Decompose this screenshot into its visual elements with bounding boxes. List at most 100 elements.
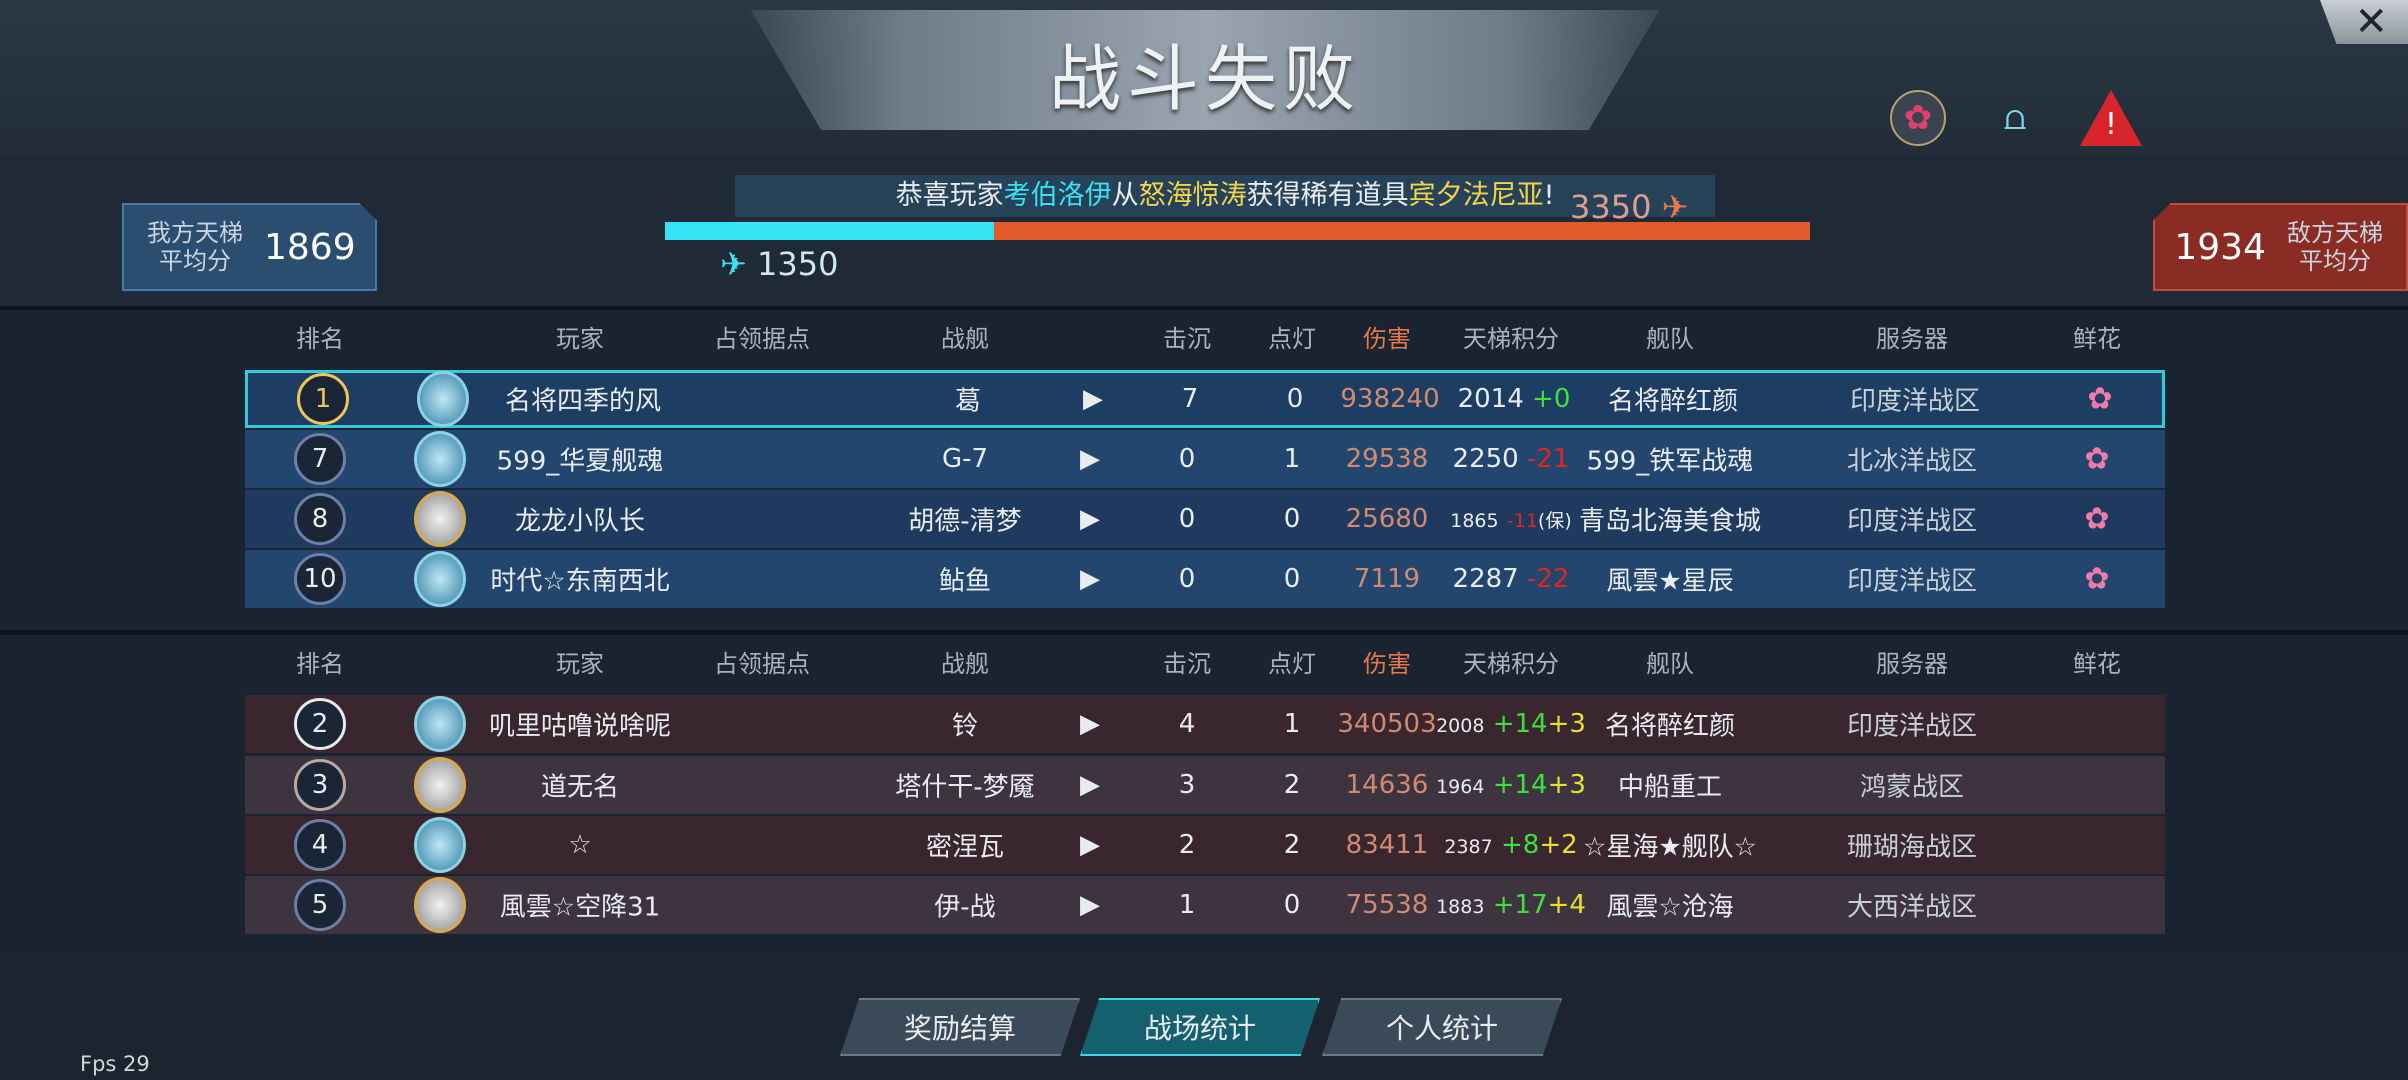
column-header-spots: 点灯 — [1268, 650, 1316, 678]
our-score: ✈ 1350 — [720, 245, 838, 283]
ladder-delta: +0 — [1532, 384, 1571, 414]
spots-value: 0 — [1283, 504, 1301, 534]
enemy-score-value: 3350 — [1570, 188, 1652, 226]
server-name: 鸿蒙战区 — [1859, 772, 1965, 803]
server-name: 印度洋战区 — [1846, 711, 1978, 742]
spots-value: 1 — [1283, 709, 1301, 739]
avatar — [417, 371, 469, 427]
table-row[interactable]: 1 名将四季的风 葛 ▶ 7 0 938240 2014 +0 名将醉红颜 印度洋战区 ✿ — [245, 370, 2165, 428]
column-header-ladder: 天梯积分 — [1463, 325, 1559, 353]
ship-name: G-7 — [941, 444, 989, 474]
our-avg-value: 1869 — [264, 226, 356, 268]
column-header-sinks: 击沉 — [1163, 325, 1211, 353]
tab-personal-stats[interactable]: 个人统计 — [1322, 998, 1562, 1056]
spots-value: 2 — [1283, 770, 1301, 800]
ladder-value: 2387 — [1444, 836, 1493, 858]
rank-badge: 4 — [294, 819, 346, 871]
column-header-ship: 战舰 — [941, 325, 989, 353]
score-compare-bar — [550, 190, 1870, 290]
rank-badge: 8 — [294, 493, 346, 545]
table-row[interactable]: 7 599_华夏舰魂 G-7 ▶ 0 1 29538 2250 -21 599_铁军战魂 北冰洋战… — [245, 430, 2165, 488]
table-row[interactable]: 4 ☆ 密涅瓦 ▶ 2 2 83411 2387 +8+2 ☆星海★舰队☆ 珊瑚海战区 — [245, 816, 2165, 874]
table-row[interactable]: 2 叽里咕噜说啥呢 铃 ▶ 4 1 340503 2008 +14+3 名将醉红颜 印度洋战区 — [245, 695, 2165, 753]
ladder-score: 2250 -21 — [1453, 444, 1570, 474]
banner-text: 恭喜玩家 — [895, 180, 1004, 211]
server-name: 珊瑚海战区 — [1846, 832, 1978, 863]
page-title: 战斗失败 — [1048, 37, 1361, 121]
rose-icon[interactable]: ✿ — [2087, 381, 2113, 417]
column-header-damage: 伤害 — [1363, 650, 1411, 678]
ladder-delta: -21 — [1526, 444, 1570, 474]
avatar — [414, 431, 466, 487]
sinks-value: 0 — [1178, 444, 1196, 474]
fleet-name: 599_铁军战魂 — [1586, 446, 1754, 477]
plane-icon: ✈ — [720, 245, 757, 283]
damage-value: 938240 — [1340, 384, 1440, 414]
ladder-value: 2014 — [1457, 384, 1524, 414]
ship-name: 葛 — [954, 386, 982, 417]
ladder-bonus: (保) — [1537, 510, 1572, 532]
column-header-server: 服务器 — [1876, 650, 1948, 678]
enemy-team-table: 2 叽里咕噜说啥呢铃 ▶ 4 1 340503 2008 +14+3 名将醉红颜 印度洋战区 3 道… — [0, 695, 2408, 955]
table-row[interactable]: 8 龙龙小队长 胡德-清梦 ▶ 0 0 25680 1865 -11(保) 青岛北海美食城 印度洋… — [245, 490, 2165, 548]
ship-type-icon: ▶ — [1080, 444, 1100, 474]
close-button[interactable]: ✕ — [2320, 0, 2408, 44]
our-team-header: 排名 玩家 占领据点 战舰 击沉 点灯 伤害 天梯积分 舰队 服务器 鲜花 — [0, 305, 2408, 361]
player-name: 風雲☆空降31 — [499, 892, 661, 923]
ladder-bonus: +3 — [1547, 709, 1586, 739]
flip-flops-icon[interactable]: ⩍ — [2003, 98, 2027, 138]
server-name: 印度洋战区 — [1849, 386, 1981, 417]
player-name: 599_华夏舰魂 — [496, 446, 664, 477]
enemy-avg-value: 1934 — [2174, 226, 2266, 268]
enemy-score-fill — [994, 222, 1810, 240]
damage-value: 25680 — [1345, 504, 1429, 534]
server-name: 北冰洋战区 — [1846, 446, 1978, 477]
announcement-banner: 恭喜玩家考伯洛伊从怒海惊涛获得稀有道具宾夕法尼亚! — [735, 175, 1715, 217]
banner-text: 从 — [1111, 180, 1139, 211]
ladder-delta: +14 — [1492, 770, 1548, 800]
column-header-spots: 点灯 — [1268, 325, 1316, 353]
rose-icon[interactable]: ✿ — [2084, 441, 2110, 477]
ship-name: 胡德-清梦 — [908, 506, 1022, 537]
ship-type-icon: ▶ — [1080, 709, 1100, 739]
sinks-value: 0 — [1178, 564, 1196, 594]
player-name: 时代☆东南西北 — [490, 566, 670, 597]
ladder-value: 1865 — [1450, 510, 1499, 532]
spots-value: 2 — [1283, 830, 1301, 860]
fleet-name: 中船重工 — [1617, 772, 1723, 803]
banner-player: 考伯洛伊 — [1003, 180, 1112, 211]
tab-label: 战场统计 — [1143, 1012, 1256, 1045]
tab-label: 奖励结算 — [903, 1012, 1016, 1045]
ladder-value: 2008 — [1436, 715, 1485, 737]
column-header-capture: 占领据点 — [714, 325, 810, 353]
ladder-delta: +14 — [1492, 709, 1548, 739]
column-header-fleet: 舰队 — [1646, 325, 1694, 353]
banner-item: 宾夕法尼亚 — [1408, 180, 1544, 211]
ladder-bonus: +4 — [1547, 890, 1586, 920]
tab-rewards[interactable]: 奖励结算 — [840, 998, 1080, 1056]
column-header-player: 玩家 — [556, 325, 604, 353]
ladder-value: 2287 — [1452, 564, 1519, 594]
table-row[interactable]: 5 風雲☆空降31 伊-战 ▶ 1 0 75538 1883 +17+4 風雲☆沧海 大西洋战区 — [245, 876, 2165, 934]
spots-value: 0 — [1283, 890, 1301, 920]
column-header-player: 玩家 — [556, 650, 604, 678]
ladder-value: 2250 — [1452, 444, 1519, 474]
damage-value: 75538 — [1345, 890, 1429, 920]
our-team-table: 1 名将四季的风葛 ▶ 7 0 938240 2014 +0 名将醉红颜 印度洋战区 ✿ 7 599_… — [0, 365, 2408, 630]
rose-icon[interactable]: ✿ — [2084, 561, 2110, 597]
enemy-avg-label: 敌方天梯平均分 — [2287, 219, 2383, 275]
tab-battle-stats[interactable]: 战场统计 — [1080, 998, 1320, 1056]
rose-icon[interactable]: ✿ — [2084, 501, 2110, 537]
sinks-value: 1 — [1178, 890, 1196, 920]
plane-icon: ✈ — [1651, 188, 1689, 226]
avatar — [414, 696, 466, 752]
fleet-name: 風雲☆沧海 — [1606, 892, 1734, 923]
rose-icon[interactable]: ✿ — [1890, 90, 1946, 146]
table-row[interactable]: 10 时代☆东南西北 鲇鱼 ▶ 0 0 7119 2287 -22 風雲★星辰 印度洋战区 ✿ — [245, 550, 2165, 608]
ladder-score: 2287 -22 — [1453, 564, 1570, 594]
enemy-score: 3350 ✈ — [1570, 188, 1688, 226]
sinks-value: 4 — [1178, 709, 1196, 739]
rank-badge: 10 — [294, 553, 346, 605]
avatar — [414, 757, 466, 813]
table-row[interactable]: 3 道无名 塔什干-梦魇 ▶ 3 2 14636 1964 +14+3 中船重工 鸿蒙战区 — [245, 756, 2165, 814]
